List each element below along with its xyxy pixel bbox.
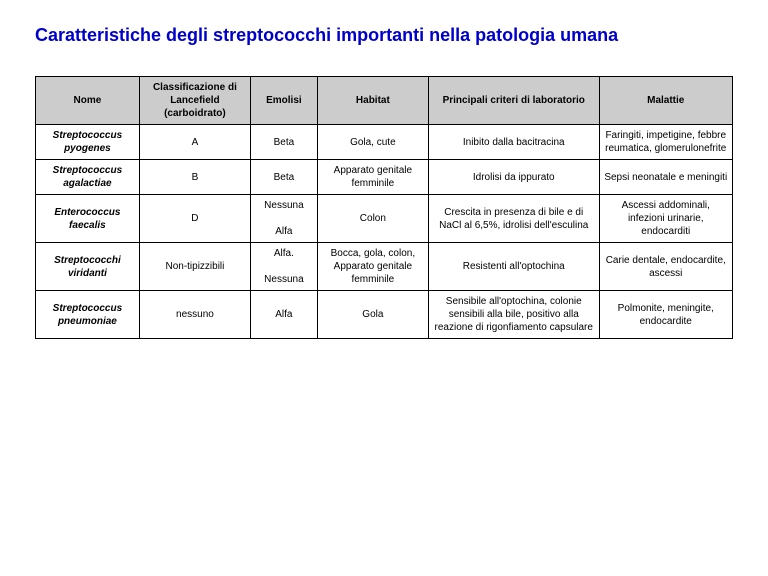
col-header: Emolisi	[251, 77, 318, 125]
table-row: Streptococcus agalactiaeBBetaApparato ge…	[36, 160, 733, 195]
table-cell: D	[139, 195, 250, 243]
table-cell: Resistenti all'optochina	[428, 243, 599, 291]
col-header: Principali criteri di laboratorio	[428, 77, 599, 125]
table-cell: Ascessi addominali, infezioni urinarie, …	[599, 195, 733, 243]
col-header: Classificazione di Lancefield (carboidra…	[139, 77, 250, 125]
table-cell: nessuno	[139, 291, 250, 339]
streptococci-table: Nome Classificazione di Lancefield (carb…	[35, 76, 733, 339]
table-cell: Inibito dalla bacitracina	[428, 125, 599, 160]
table-cell: Streptococcus agalactiae	[36, 160, 140, 195]
table-header-row: Nome Classificazione di Lancefield (carb…	[36, 77, 733, 125]
table-cell: Crescita in presenza di bile e di NaCl a…	[428, 195, 599, 243]
table-row: Streptococchi viridantiNon-tipizzibiliAl…	[36, 243, 733, 291]
table-row: Streptococcus pyogenesABetaGola, cuteIni…	[36, 125, 733, 160]
table-cell: Gola	[317, 291, 428, 339]
table-cell: Sepsi neonatale e meningiti	[599, 160, 733, 195]
table-body: Streptococcus pyogenesABetaGola, cuteIni…	[36, 125, 733, 339]
table-cell: B	[139, 160, 250, 195]
page-title: Caratteristiche degli streptococchi impo…	[35, 25, 733, 46]
col-header: Habitat	[317, 77, 428, 125]
table-cell: Non-tipizzibili	[139, 243, 250, 291]
table-cell: Faringiti, impetigine, febbre reumatica,…	[599, 125, 733, 160]
table-cell: Streptococcus pyogenes	[36, 125, 140, 160]
table-row: Streptococcus pneumoniaenessunoAlfaGolaS…	[36, 291, 733, 339]
table-cell: Streptococcus pneumoniae	[36, 291, 140, 339]
table-row: Enterococcus faecalisDNessunaAlfaColonCr…	[36, 195, 733, 243]
table-cell: A	[139, 125, 250, 160]
table-cell: Sensibile all'optochina, colonie sensibi…	[428, 291, 599, 339]
table-cell: Beta	[251, 125, 318, 160]
table-cell: Colon	[317, 195, 428, 243]
table-cell: NessunaAlfa	[251, 195, 318, 243]
table-cell: Beta	[251, 160, 318, 195]
table-cell: Gola, cute	[317, 125, 428, 160]
col-header: Nome	[36, 77, 140, 125]
table-cell: Streptococchi viridanti	[36, 243, 140, 291]
table-cell: Polmonite, meningite, endocardite	[599, 291, 733, 339]
col-header: Malattie	[599, 77, 733, 125]
table-cell: Alfa	[251, 291, 318, 339]
table-cell: Apparato genitale femminile	[317, 160, 428, 195]
table-cell: Carie dentale, endocardite, ascessi	[599, 243, 733, 291]
table-cell: Idrolisi da ippurato	[428, 160, 599, 195]
table-cell: Enterococcus faecalis	[36, 195, 140, 243]
table-cell: Bocca, gola, colon, Apparato genitale fe…	[317, 243, 428, 291]
table-cell: Alfa.Nessuna	[251, 243, 318, 291]
